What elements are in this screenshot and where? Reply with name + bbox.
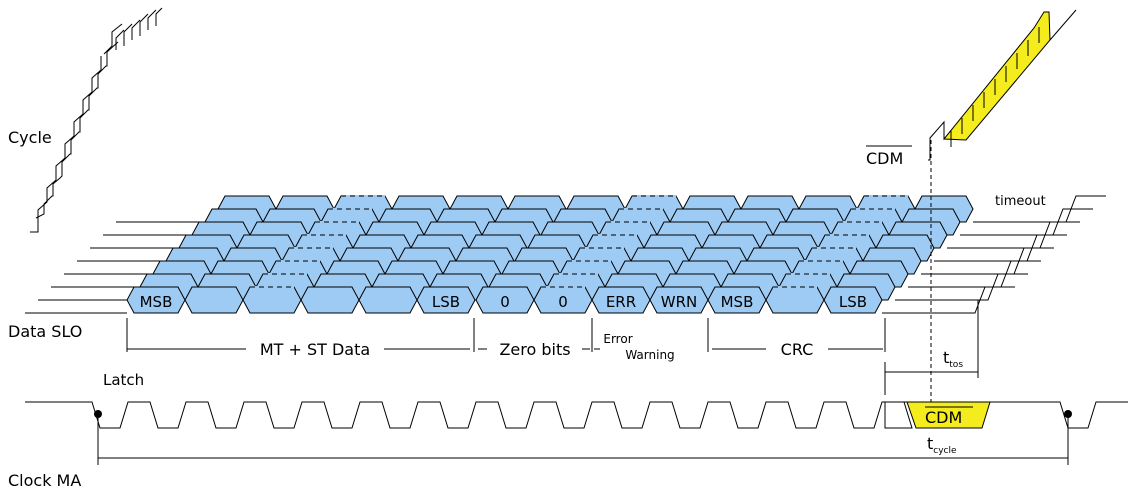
data-cell — [823, 286, 883, 314]
cdm-clock-pulse — [906, 401, 991, 429]
cdm-ramp-hatch — [950, 27, 1040, 147]
clock-ma-waveform — [25, 401, 1128, 429]
t-tos-marker — [884, 300, 979, 395]
cycle-waveform-left-3 — [103, 7, 163, 55]
data-slo-label: Data SLO — [8, 322, 82, 341]
data-cell-label: 0 — [558, 293, 568, 311]
data-cell-label: MSB — [140, 293, 173, 311]
data-cell-label: MSB — [721, 293, 754, 311]
data-cell — [358, 286, 418, 314]
cycle-label: Cycle — [8, 128, 52, 147]
cdm-bottom-label: CDM — [925, 408, 962, 427]
cdm-top-label: CDM — [866, 149, 903, 168]
timeout-edge — [976, 195, 1106, 223]
group-label-zero-bits: Zero bits — [499, 340, 570, 359]
data-cell-label: ERR — [606, 293, 636, 311]
latch-label: Latch — [103, 371, 144, 389]
group-label-crc: CRC — [781, 340, 814, 359]
clock-ma-label: Clock MA — [8, 471, 81, 490]
t-tos-label: ttos — [943, 348, 963, 370]
data-cell — [242, 286, 302, 314]
t-cycle-sub: cycle — [933, 446, 957, 456]
cdm-ramp — [928, 9, 1077, 161]
group-label-warning: Warning — [625, 348, 674, 362]
t-cycle-label: tcycle — [927, 434, 957, 456]
data-cell — [416, 286, 476, 314]
group-label-mt-st-data: MT + ST Data — [260, 340, 370, 359]
cycle-waveform-left-2 — [35, 41, 119, 219]
data-cell — [765, 286, 825, 314]
t-cycle-marker — [97, 414, 1069, 465]
group-brackets — [126, 318, 886, 352]
timeout-label: timeout — [995, 194, 1046, 209]
data-cell — [184, 286, 244, 314]
data-cell-label: LSB — [432, 293, 460, 311]
t-tos-main: t — [943, 348, 949, 367]
front-data-frame: MSB LSB 0 0 ERR WRN MSB LSB — [25, 286, 972, 314]
cdm-ramp-outline — [928, 9, 1077, 161]
t-cycle-main: t — [927, 434, 933, 453]
t-tos-sub: tos — [949, 360, 963, 370]
data-cell-label: LSB — [839, 293, 867, 311]
data-cell — [300, 286, 360, 314]
data-frame-stack: MSB LSB 0 0 ERR WRN MSB LSB — [25, 195, 1063, 314]
cdm-ramp-fill — [942, 11, 1051, 141]
group-label-error: Error — [603, 332, 632, 346]
data-cell-label: WRN — [661, 293, 697, 311]
right-staircase — [885, 195, 1106, 314]
data-cell-label: 0 — [500, 293, 510, 311]
